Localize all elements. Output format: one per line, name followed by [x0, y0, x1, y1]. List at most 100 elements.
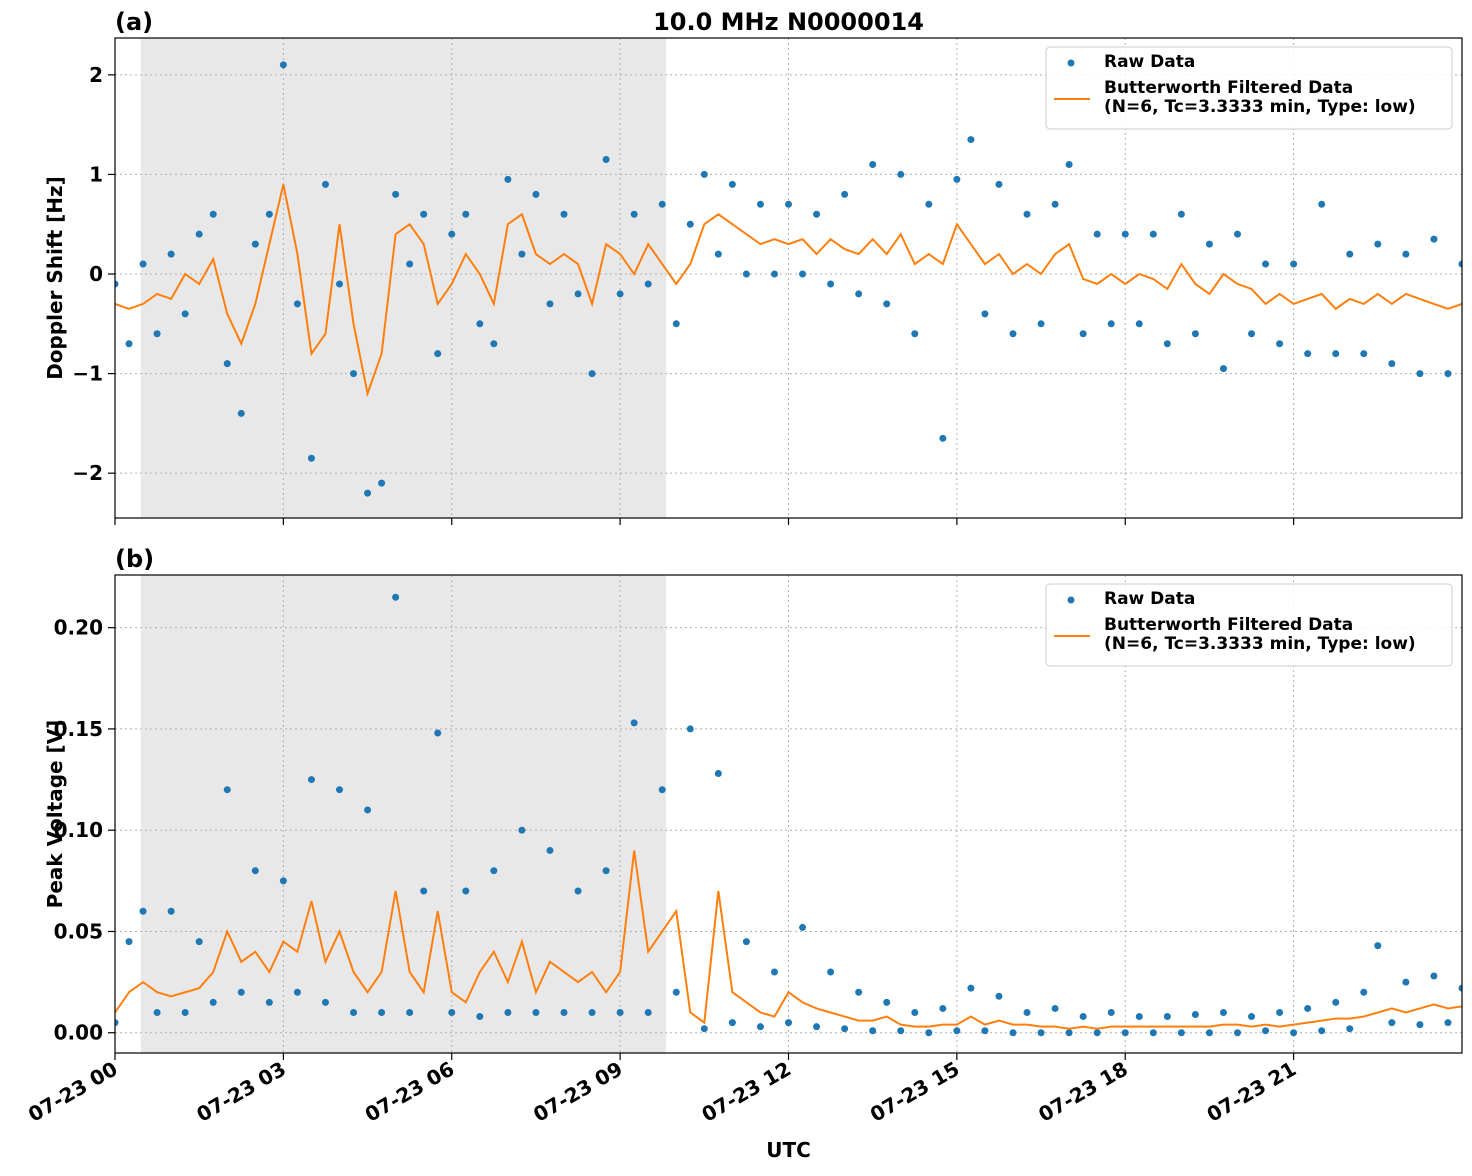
- raw-point: [293, 988, 301, 996]
- raw-point: [953, 1027, 961, 1035]
- raw-point: [770, 968, 778, 976]
- raw-point: [1374, 240, 1382, 248]
- raw-point: [883, 300, 891, 308]
- legend-entry: Raw Data: [1104, 53, 1196, 72]
- raw-point: [209, 210, 217, 218]
- raw-point: [700, 170, 708, 178]
- raw-point: [827, 968, 835, 976]
- raw-point: [1149, 230, 1157, 238]
- raw-point: [476, 320, 484, 328]
- raw-point: [1444, 370, 1452, 378]
- raw-point: [1079, 1013, 1087, 1021]
- raw-point: [560, 210, 568, 218]
- raw-point: [518, 250, 526, 258]
- x-tick-label: 07-23 21: [1203, 1057, 1301, 1127]
- raw-point: [546, 846, 554, 854]
- plot-area: [115, 593, 1462, 1037]
- raw-point: [532, 190, 540, 198]
- raw-point: [714, 250, 722, 258]
- y-tick-label: 2: [89, 63, 103, 87]
- raw-point: [532, 1008, 540, 1016]
- raw-point: [616, 1008, 624, 1016]
- raw-point: [658, 786, 666, 794]
- raw-point: [378, 479, 386, 487]
- raw-point: [799, 270, 807, 278]
- raw-point: [392, 593, 400, 601]
- legend-label: Raw Data: [1104, 53, 1196, 72]
- x-tick-label: 07-23 06: [361, 1057, 459, 1127]
- filtered-line: [115, 184, 1462, 398]
- x-tick-label: 07-23 09: [529, 1057, 627, 1127]
- raw-point: [728, 1019, 736, 1027]
- axes-frame: [114, 574, 1463, 1054]
- raw-point: [1093, 1029, 1101, 1037]
- raw-point: [841, 1025, 849, 1033]
- raw-point: [1388, 360, 1396, 368]
- raw-point: [630, 719, 638, 727]
- raw-point: [560, 1008, 568, 1016]
- raw-point: [1177, 1029, 1185, 1037]
- raw-point: [223, 360, 231, 368]
- raw-point: [756, 200, 764, 208]
- raw-point: [1248, 330, 1256, 338]
- raw-point: [939, 1004, 947, 1012]
- raw-point: [1346, 250, 1354, 258]
- raw-point: [939, 434, 947, 442]
- raw-point: [742, 938, 750, 946]
- raw-point: [420, 887, 428, 895]
- raw-point: [115, 1019, 119, 1027]
- raw-point: [1388, 1019, 1396, 1027]
- y-tick-label: 1: [89, 162, 103, 186]
- x-tick-label: 07-23 03: [192, 1057, 290, 1127]
- raw-point: [1205, 1029, 1213, 1037]
- raw-point: [1402, 250, 1410, 258]
- raw-point: [364, 806, 372, 814]
- raw-point: [630, 210, 638, 218]
- raw-point: [279, 877, 287, 885]
- raw-point: [869, 160, 877, 168]
- raw-point: [364, 489, 372, 497]
- raw-point: [1163, 1013, 1171, 1021]
- raw-point: [1290, 260, 1298, 268]
- raw-point: [1205, 240, 1213, 248]
- raw-point: [588, 370, 596, 378]
- raw-point: [1037, 1029, 1045, 1037]
- y-tick-label: −2: [72, 461, 103, 485]
- raw-point: [223, 786, 231, 794]
- raw-point: [1332, 350, 1340, 358]
- raw-point: [770, 270, 778, 278]
- legend-entry: Raw Data: [1104, 590, 1195, 609]
- legend-entry: Butterworth Filtered Data (N=6, Tc=3.333…: [1104, 616, 1416, 654]
- raw-point: [1107, 320, 1115, 328]
- raw-point: [195, 230, 203, 238]
- raw-point: [1107, 1008, 1115, 1016]
- raw-point: [181, 310, 189, 318]
- raw-point: [742, 270, 750, 278]
- panel-label: (a): [115, 8, 153, 36]
- raw-point: [841, 190, 849, 198]
- raw-point: [1360, 350, 1368, 358]
- x-tick-label: 07-23 12: [697, 1057, 795, 1127]
- raw-point: [125, 340, 133, 348]
- raw-point: [1234, 230, 1241, 238]
- shaded-span: [140, 38, 667, 518]
- raw-point: [153, 330, 161, 338]
- legend-box: [1045, 46, 1453, 130]
- raw-point: [321, 180, 329, 188]
- legend-marker: [1067, 59, 1075, 67]
- raw-point: [546, 300, 554, 308]
- raw-point: [1037, 320, 1045, 328]
- raw-point: [897, 170, 905, 178]
- raw-point: [307, 776, 315, 784]
- x-tick-label: 07-23 00: [24, 1057, 122, 1127]
- shaded-span: [140, 575, 667, 1053]
- raw-point: [448, 230, 456, 238]
- raw-point: [293, 300, 301, 308]
- legend-box: [1045, 583, 1453, 667]
- raw-point: [574, 887, 582, 895]
- raw-point: [813, 210, 821, 218]
- y-tick-label: 0.00: [54, 1021, 103, 1045]
- plot-area: [115, 61, 1462, 497]
- filtered-line: [115, 850, 1462, 1030]
